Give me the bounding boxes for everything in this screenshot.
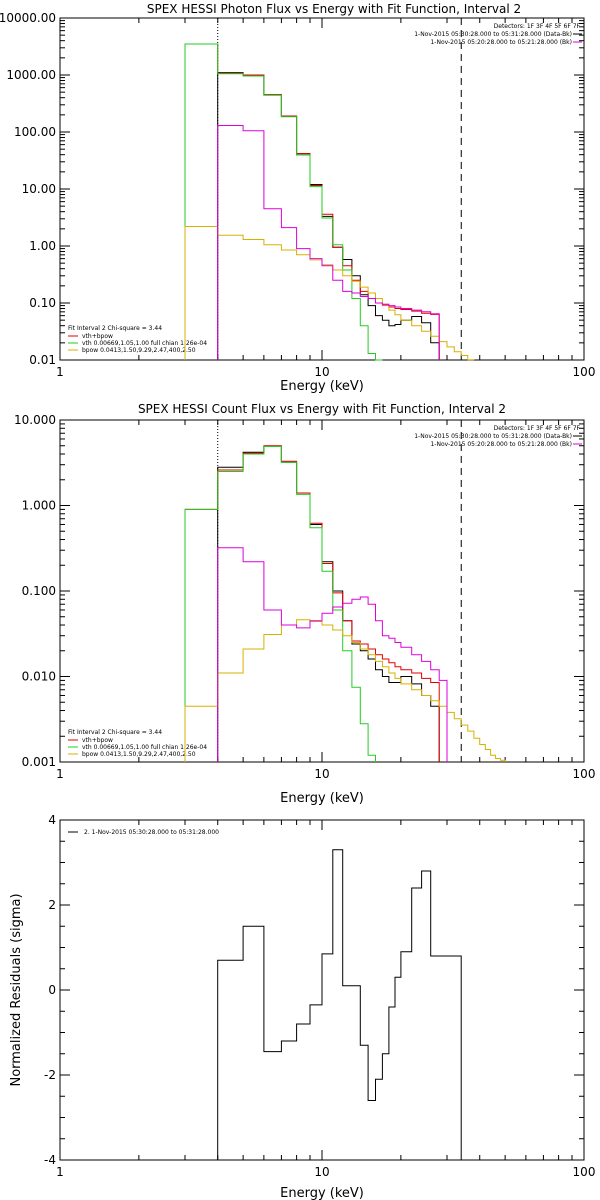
count-flux-panel: SPEX HESSI Count Flux vs Energy with Fit… [14,402,595,806]
photon-flux-x-tick-label: 100 [573,365,596,379]
residuals-ticks: 1 10 100 -4 -2 0 2 4 [44,813,595,1179]
photon-flux-y-tick-label: 10000.00 [0,11,56,25]
photon-flux-y-tick-label: 1000.00 [6,68,56,82]
residuals-series-0-line [217,849,462,1160]
count-flux-background-line [217,547,448,762]
count-flux-y-tick-label: 0.010 [22,670,56,684]
photon-flux-header-detectors: Detectors: 1F 3F 4F 5F 6F 7F [494,23,581,30]
residuals-x-tick-label: 10 [314,1165,329,1179]
residuals-y-tick-label: -4 [44,1153,56,1167]
photon-flux-y-tick-label: 10.00 [22,182,56,196]
photon-flux-x-axis-label: Energy (keV) [280,379,364,394]
photon-flux-power-law-line [184,226,475,361]
photon-flux-ticks: 1 10 100 0.01 0.10 1.00 10.00 100.00 1000.00 1000… [0,11,595,379]
photon-flux-panel: SPEX HESSI Photon Flux vs Energy with Fi… [0,2,595,394]
residuals-panel: 2. 1-Nov-2015 05:30:28.000 to 05:31:28.0… [9,813,595,1200]
photon-flux-title: SPEX HESSI Photon Flux vs Energy with Fi… [147,2,521,16]
residuals-legend: 2. 1-Nov-2015 05:30:28.000 to 05:31:28.0… [84,829,219,836]
photon-flux-x-tick-label: 10 [314,365,329,379]
count-flux-plot-frame [59,419,585,763]
count-flux-legend-title: Fit Interval 2 Chi-square = 3.44 [68,729,162,736]
photon-flux-total-line [184,43,440,360]
photon-flux-series [184,43,475,361]
residuals-y-tick-label: 2 [48,898,56,912]
photon-flux-legend-powerlaw: bpow 0.0413,1.50,9.29,2.47,400,2.50 [82,347,196,354]
count-flux-x-tick-label: 1 [56,767,64,781]
photon-flux-data-bk-line [217,72,440,360]
residuals-x-tick-label: 100 [573,1165,596,1179]
count-flux-y-tick-label: 0.001 [22,755,56,769]
photon-flux-header-data-interval: 1-Nov-2015 05:30:28.000 to 05:31:28.000 … [414,31,572,38]
photon-flux-legend-title: Fit Interval 2 Chi-square = 3.44 [68,325,162,332]
count-flux-y-tick-label: 1.000 [22,499,56,513]
count-flux-header-data-interval: 1-Nov-2015 05:30:28.000 to 05:31:28.000 … [414,433,572,440]
photon-flux-header-bk-interval: 1-Nov-2015 05:20:28.000 to 05:21:28.000 … [430,39,572,46]
residuals-x-axis-label: Energy (keV) [280,1186,364,1200]
count-flux-header-bk-interval: 1-Nov-2015 05:20:28.000 to 05:21:28.000 … [430,441,572,448]
count-flux-legend-total: vth+bpow [82,737,113,744]
photon-flux-legend-total: vth+bpow [82,333,113,340]
photon-flux-thermal-line [184,43,383,361]
photon-flux-y-tick-label: 0.10 [29,296,56,310]
photon-flux-y-tick-label: 0.01 [29,353,56,367]
photon-flux-x-tick-label: 1 [56,365,64,379]
count-flux-thermal-line [184,446,376,762]
count-flux-total-line [184,445,440,762]
residuals-series [217,849,462,1160]
residuals-y-axis-label: Normalized Residuals (sigma) [9,893,24,1086]
residuals-y-tick-label: 4 [48,813,56,827]
photon-flux-y-tick-label: 100.00 [14,125,56,139]
count-flux-data-bk-line [217,446,440,762]
photon-flux-legend-thermal: vth 0.00669,1.05,1.00 full chian 1.26e-0… [82,340,207,347]
count-flux-x-tick-label: 10 [314,767,329,781]
count-flux-legend-powerlaw: bpow 0.0413,1.50,9.29,2.47,400,2.50 [82,751,196,758]
count-flux-y-tick-label: 10.000 [14,413,56,427]
count-flux-title: SPEX HESSI Count Flux vs Energy with Fit… [138,402,506,416]
count-flux-legend-thermal: vth 0.00669,1.05,1.00 full chian 1.26e-0… [82,744,207,751]
count-flux-x-tick-label: 100 [573,767,596,781]
count-flux-power-law-line [184,619,506,762]
residuals-y-tick-label: 0 [48,983,56,997]
photon-flux-background-line [217,125,440,360]
count-flux-y-tick-label: 0.100 [22,584,56,598]
residuals-x-tick-label: 1 [56,1165,64,1179]
count-flux-x-axis-label: Energy (keV) [280,791,364,806]
count-flux-series [184,445,506,762]
photon-flux-y-tick-label: 1.00 [29,239,56,253]
count-flux-header-detectors: Detectors: 1F 3F 4F 5F 6F 7F [494,425,581,432]
residuals-y-tick-label: -2 [44,1068,56,1082]
count-flux-ticks: 1 10 100 0.001 0.010 0.100 1.000 10.000 [14,413,595,781]
